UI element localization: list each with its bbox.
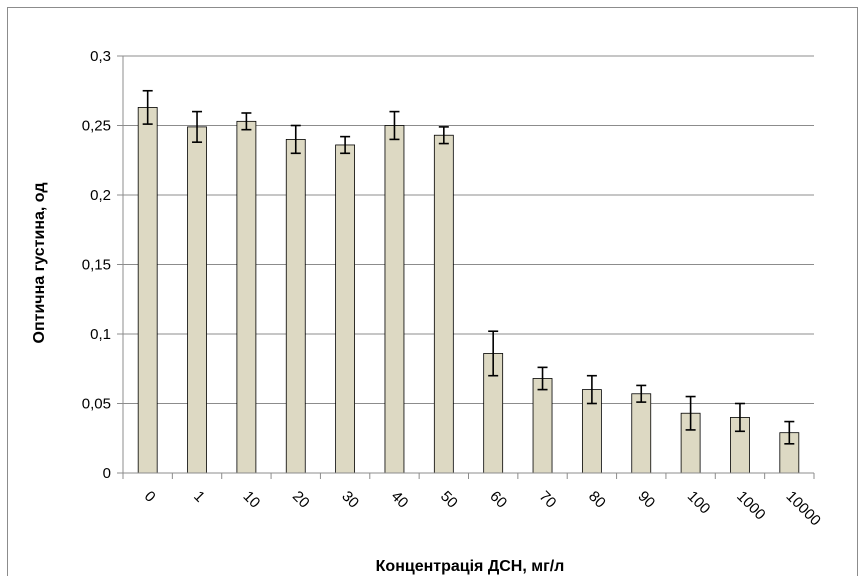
- x-tick-label: 10: [240, 488, 264, 512]
- bar: [187, 126, 207, 474]
- x-tick-label: 30: [338, 488, 362, 512]
- x-tick-label: 60: [486, 488, 510, 512]
- x-tick-label: 1: [190, 488, 208, 506]
- bar: [433, 134, 454, 474]
- x-tick-label: 10000: [782, 488, 824, 530]
- bar: [631, 393, 652, 474]
- bar: [137, 107, 158, 474]
- x-tick-label: 80: [585, 488, 609, 512]
- y-tick-label: 0: [103, 465, 111, 482]
- axes-group: [117, 55, 815, 479]
- gridlines: [123, 55, 814, 404]
- y-tick-label: 0,05: [82, 396, 111, 413]
- bar: [285, 138, 306, 474]
- y-tick-label: 0,1: [90, 326, 111, 343]
- x-tick-label: 20: [289, 488, 313, 512]
- x-tick-label: 100: [684, 488, 714, 518]
- x-tick-label: 70: [536, 488, 560, 512]
- bar: [384, 125, 405, 474]
- y-tick-label: 0,3: [90, 48, 111, 65]
- x-tick-label: 40: [388, 488, 412, 512]
- bar: [236, 120, 257, 474]
- y-tick-labels: 0 0,05 0,1 0,15 0,2 0,25 0,3: [82, 48, 111, 482]
- y-tick-label: 0,2: [90, 187, 111, 204]
- y-tick-label: 0,15: [82, 257, 111, 274]
- bar: [335, 144, 356, 474]
- x-tick-label: 1000: [733, 488, 769, 524]
- error-bars-group: [142, 89, 795, 445]
- x-tick-label: 50: [437, 488, 461, 512]
- x-tick-labels: 0 1 10 20 30 40 50 60 70 80 90 100 1000 10000: [141, 488, 824, 530]
- x-tick-label: 90: [634, 488, 658, 512]
- y-tick-label: 0,25: [82, 118, 111, 135]
- bar: [532, 378, 553, 474]
- y-axis-title: Оптична густина, од: [31, 183, 48, 344]
- bars-group: [137, 107, 800, 474]
- x-tick-label: 0: [141, 488, 159, 506]
- x-axis-title: Концентрація ДСН, мг/л: [376, 558, 565, 575]
